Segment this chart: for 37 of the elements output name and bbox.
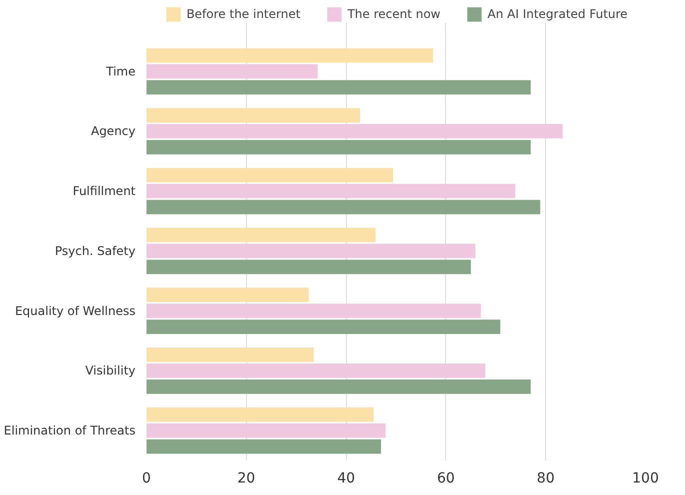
bar: [146, 124, 563, 138]
bar: [146, 379, 531, 394]
bar: [146, 244, 476, 258]
bar: [146, 407, 374, 422]
bar: [146, 80, 531, 95]
legend-label: An AI Integrated Future: [488, 7, 628, 21]
x-tick-label: 60: [436, 470, 455, 486]
x-tick-label: 80: [536, 470, 555, 486]
bar: [146, 64, 318, 79]
bar: [146, 228, 376, 242]
bar: [146, 200, 540, 214]
bar: [146, 168, 394, 182]
bar: [146, 304, 481, 318]
bar: [146, 260, 471, 274]
bar: [146, 140, 531, 154]
bar: [146, 364, 486, 378]
bar: [146, 320, 500, 334]
y-tick-label: Equality of Wellness: [14, 304, 136, 318]
x-tick-label: 20: [237, 470, 256, 486]
x-tick-label: 0: [142, 470, 151, 486]
y-tick-label: Agency: [90, 124, 136, 138]
y-tick-label: Time: [105, 64, 136, 78]
y-tick-label: Fulfillment: [72, 184, 136, 198]
y-tick-label: Visibility: [85, 364, 136, 378]
y-tick-label: Elimination of Threats: [4, 424, 136, 438]
bar: [146, 439, 382, 454]
y-tick-label: Psych. Safety: [54, 244, 136, 258]
bar: [146, 288, 309, 302]
bar: [146, 348, 314, 362]
x-tick-label: 40: [337, 470, 356, 486]
bar: [146, 108, 360, 122]
x-tick-label: 100: [632, 470, 659, 486]
bar: [146, 184, 516, 198]
bar: [146, 48, 433, 63]
legend-label: Before the internet: [186, 7, 300, 21]
legend-label: The recent now: [347, 7, 440, 21]
bar: [146, 423, 386, 438]
